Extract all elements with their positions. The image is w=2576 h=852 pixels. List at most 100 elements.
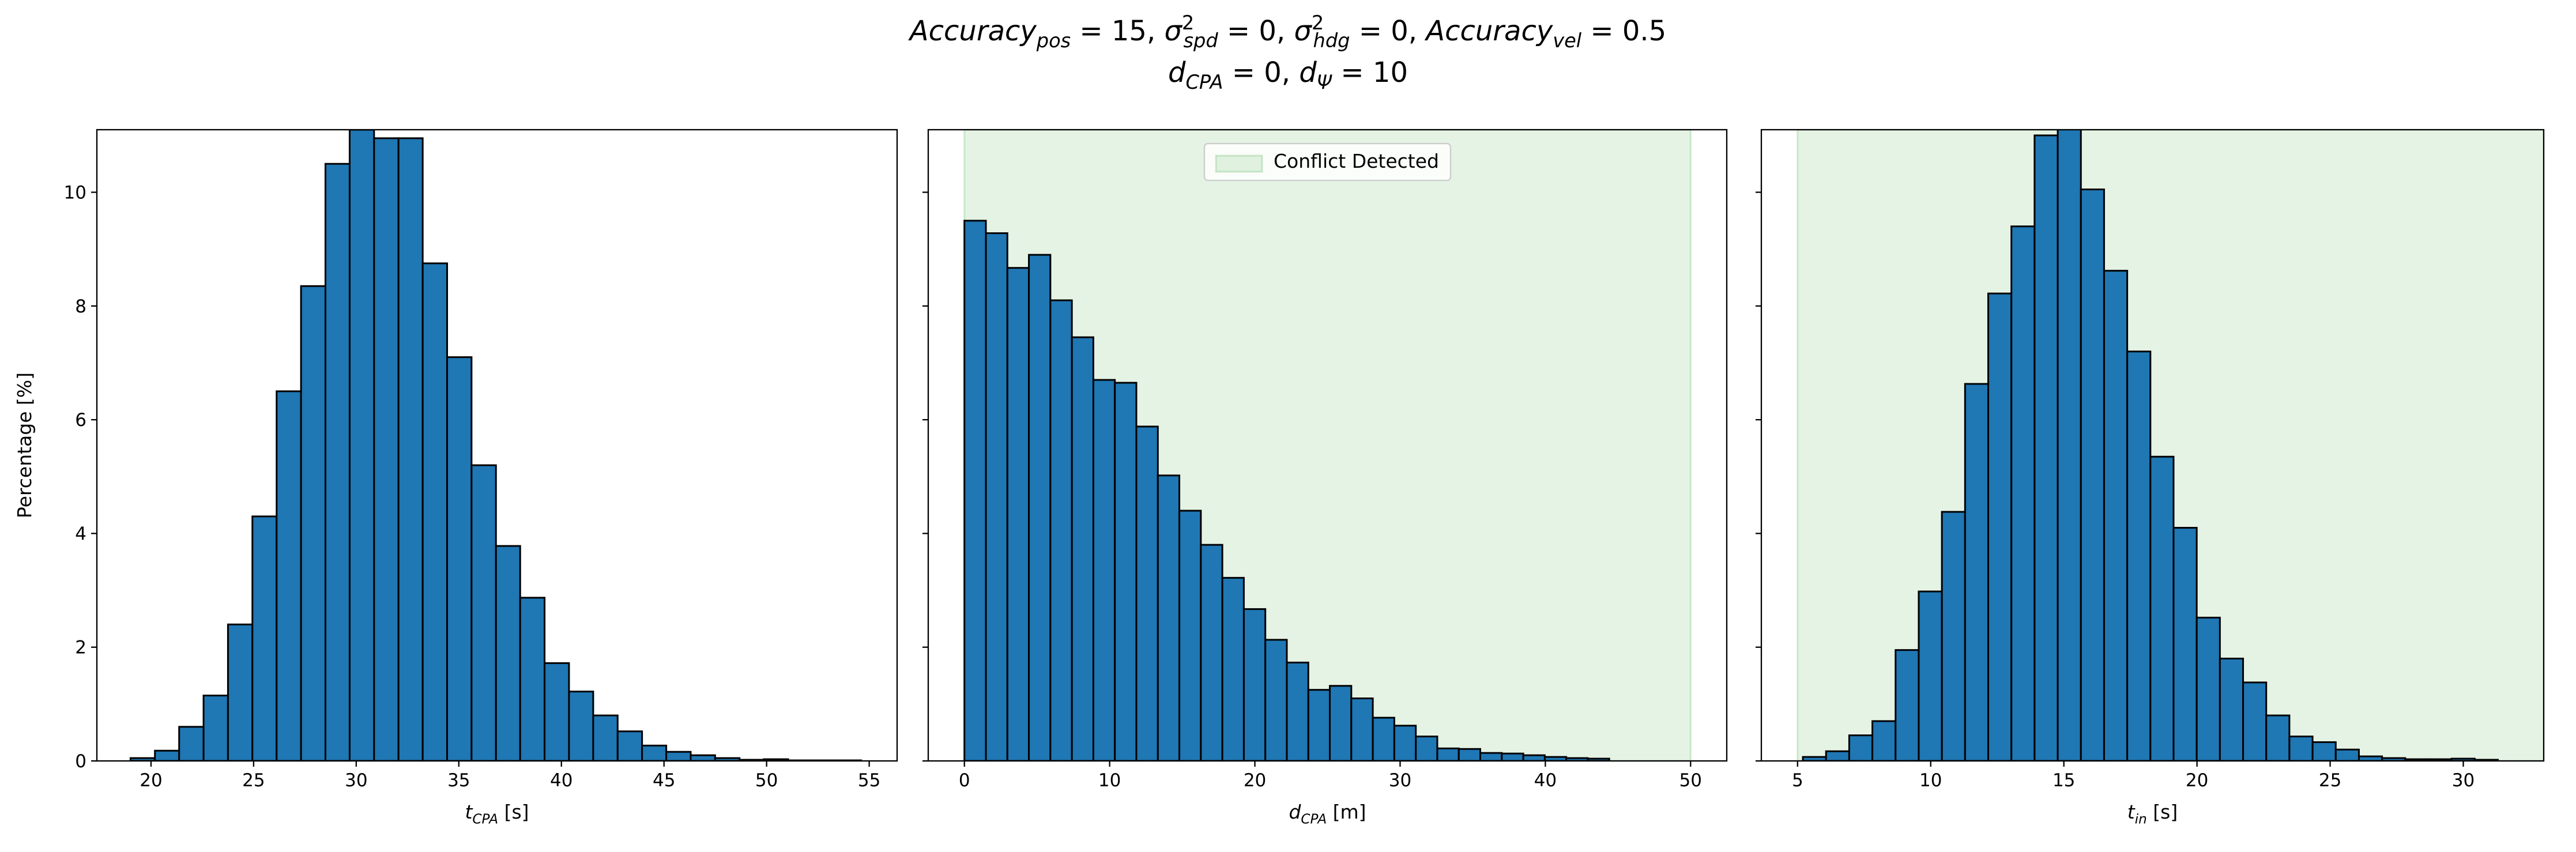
bar bbox=[2219, 657, 2244, 761]
plot-area bbox=[963, 130, 1692, 761]
bar bbox=[154, 749, 180, 761]
bar bbox=[495, 545, 521, 761]
text-part: d bbox=[1289, 801, 1301, 823]
bar bbox=[1135, 425, 1159, 761]
bar bbox=[1200, 544, 1223, 761]
axes-frame bbox=[1760, 129, 2545, 762]
text-part: [m] bbox=[1327, 801, 1366, 823]
suptitle: dCPA = 0, dΨ = 10 bbox=[1168, 56, 1408, 93]
text-part: = 0, bbox=[1218, 15, 1294, 47]
bar bbox=[1049, 299, 1073, 761]
y-tick-label: 6 bbox=[75, 410, 86, 431]
x-tick-label: 5 bbox=[1792, 770, 1803, 791]
text-part: CPA bbox=[472, 812, 498, 827]
text-part: σ bbox=[1164, 15, 1182, 47]
bar bbox=[2288, 736, 2314, 761]
bar bbox=[1028, 254, 1052, 761]
bar bbox=[544, 662, 570, 761]
x-tick-label: 20 bbox=[140, 770, 162, 791]
text-part: pos bbox=[1036, 29, 1071, 52]
bar bbox=[1825, 750, 1850, 761]
plot-area bbox=[1797, 130, 2544, 761]
legend-box bbox=[1203, 142, 1452, 182]
x-tick-label: 25 bbox=[242, 770, 265, 791]
text-part: t bbox=[2127, 801, 2136, 823]
bar bbox=[1458, 748, 1482, 761]
bar bbox=[1895, 649, 1920, 761]
x-tick-label: 20 bbox=[1244, 770, 1266, 791]
bar bbox=[1941, 511, 1966, 761]
x-axis-label: tin [s] bbox=[2127, 801, 2178, 827]
bar bbox=[421, 262, 449, 761]
bar bbox=[300, 285, 326, 761]
text-part: [s] bbox=[498, 801, 529, 823]
bar bbox=[1415, 736, 1438, 761]
text-part: hdg bbox=[1313, 29, 1350, 52]
bar bbox=[1157, 474, 1181, 761]
bar bbox=[1848, 734, 1874, 761]
text-part: = 0.5 bbox=[1581, 15, 1666, 47]
x-tick-label: 0 bbox=[959, 770, 970, 791]
x-tick-label: 20 bbox=[2186, 770, 2208, 791]
y-tick-label: 10 bbox=[64, 183, 86, 203]
bar bbox=[2010, 225, 2036, 761]
bar bbox=[397, 137, 424, 761]
bar bbox=[1286, 661, 1309, 761]
axes-frame bbox=[927, 129, 1728, 762]
bar bbox=[1372, 717, 1395, 761]
text-part: CPA bbox=[1185, 71, 1223, 93]
text-part: = 0, bbox=[1350, 15, 1426, 47]
bar bbox=[985, 232, 1008, 761]
x-tick-label: 50 bbox=[755, 770, 778, 791]
text-part: d bbox=[1168, 56, 1186, 89]
bar bbox=[1221, 576, 1245, 761]
text-part: Percentage [%] bbox=[13, 372, 36, 518]
bar bbox=[2172, 527, 2198, 761]
bar bbox=[2334, 748, 2360, 761]
bar bbox=[178, 726, 205, 761]
text-part: 2 bbox=[1182, 12, 1194, 34]
text-part: Accuracy bbox=[908, 15, 1037, 47]
bar bbox=[1178, 510, 1202, 761]
bar bbox=[1071, 336, 1094, 761]
legend-swatch bbox=[1215, 154, 1263, 173]
bar bbox=[1264, 639, 1288, 761]
bar bbox=[1987, 292, 2013, 761]
bar bbox=[2242, 681, 2268, 761]
x-tick-label: 15 bbox=[2052, 770, 2075, 791]
bar bbox=[2126, 350, 2152, 761]
plot-area bbox=[129, 130, 863, 761]
bar bbox=[1307, 689, 1331, 761]
bar bbox=[1350, 697, 1374, 761]
x-tick-label: 45 bbox=[653, 770, 675, 791]
text-part: d bbox=[1299, 56, 1317, 89]
bar bbox=[1871, 720, 1897, 761]
x-tick-label: 10 bbox=[1919, 770, 1942, 791]
x-tick-label: 25 bbox=[2319, 770, 2341, 791]
text-part: σ bbox=[1294, 15, 1312, 47]
x-tick-label: 55 bbox=[858, 770, 880, 791]
y-tick-label: 8 bbox=[75, 296, 86, 317]
text-part: = 0, bbox=[1223, 56, 1299, 89]
bar bbox=[592, 714, 619, 761]
x-tick-label: 30 bbox=[1389, 770, 1411, 791]
bar bbox=[324, 163, 351, 761]
bar bbox=[202, 695, 229, 761]
x-tick-label: 40 bbox=[1534, 770, 1557, 791]
bar bbox=[1436, 747, 1460, 761]
text-part: in bbox=[2135, 812, 2147, 827]
bar bbox=[1479, 752, 1503, 761]
y-axis-label: Percentage [%] bbox=[13, 372, 36, 518]
x-tick-label: 50 bbox=[1679, 770, 1702, 791]
text-part: [s] bbox=[2147, 801, 2178, 823]
bar bbox=[1329, 685, 1353, 761]
bar bbox=[1393, 725, 1417, 761]
bar bbox=[641, 744, 668, 761]
text-part: t bbox=[465, 801, 473, 823]
legend: Conflict Detected bbox=[1203, 142, 1452, 182]
bar bbox=[2311, 741, 2337, 761]
text-part: Ψ bbox=[1317, 71, 1332, 93]
bar bbox=[470, 464, 497, 761]
x-tick-label: 35 bbox=[447, 770, 470, 791]
